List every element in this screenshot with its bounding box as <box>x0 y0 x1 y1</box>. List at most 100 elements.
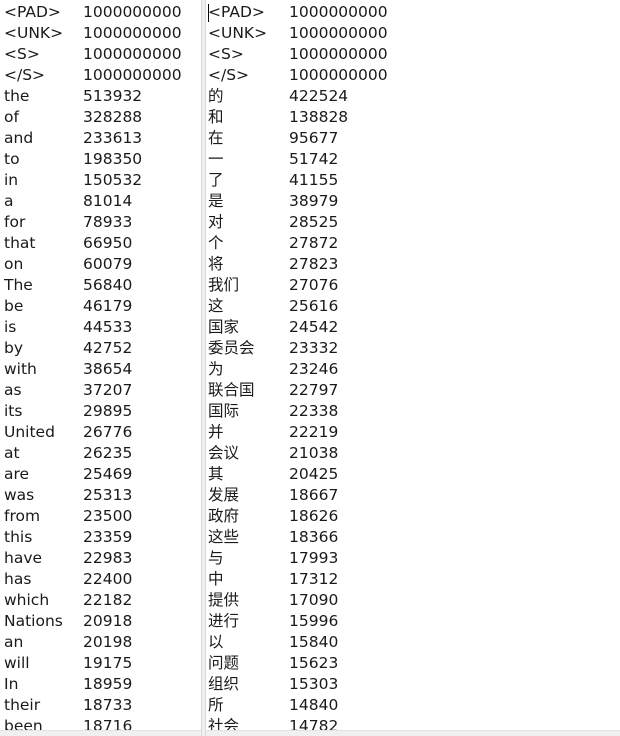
vocab-count: 25616 <box>289 297 339 315</box>
vocab-token: are <box>4 465 30 483</box>
right-editor-pane[interactable]: <PAD> 1000000000 <UNK> 1000000000 <S> 1000000… <box>206 0 620 730</box>
vocab-token: 我们 <box>208 276 240 294</box>
vocab-line: 社会 14782 <box>206 716 620 730</box>
vocab-count: 25469 <box>83 465 133 483</box>
vocab-count: 78933 <box>83 213 133 231</box>
vocab-token: 联合国 <box>208 381 255 399</box>
pane-splitter[interactable] <box>201 0 206 736</box>
vocab-token: as <box>4 381 22 399</box>
vocab-line: 发展 18667 <box>206 485 620 506</box>
vocab-line: from 23500 <box>0 506 201 527</box>
vocab-token: 将 <box>208 255 224 273</box>
right-horizontal-scrollbar[interactable] <box>206 730 620 736</box>
vocab-line: 这 25616 <box>206 296 620 317</box>
vocab-token: been <box>4 717 43 730</box>
vocab-token: 以 <box>208 633 224 651</box>
vocab-count: 46179 <box>83 297 133 315</box>
vocab-line: their 18733 <box>0 695 201 716</box>
vocab-token: 对 <box>208 213 224 231</box>
vocab-token: this <box>4 528 33 546</box>
vocab-line: <UNK> 1000000000 <box>0 23 201 44</box>
vocab-line: 以 15840 <box>206 632 620 653</box>
vocab-token: 一 <box>208 150 224 168</box>
vocab-line: <S> 1000000000 <box>206 44 620 65</box>
vocab-count: 18733 <box>83 696 133 714</box>
vocab-token: to <box>4 150 20 168</box>
vocab-line: 对 28525 <box>206 212 620 233</box>
vocab-token: 在 <box>208 129 224 147</box>
vocab-count: 15996 <box>289 612 339 630</box>
vocab-line: </S> 1000000000 <box>206 65 620 86</box>
vocab-token: 政府 <box>208 507 240 525</box>
vocab-line: 政府 18626 <box>206 506 620 527</box>
vocab-token: 了 <box>208 171 224 189</box>
vocab-line: 在 95677 <box>206 128 620 149</box>
vocab-count: 233613 <box>83 129 143 147</box>
vocab-line: this 23359 <box>0 527 201 548</box>
vocab-token: <PAD> <box>208 3 265 21</box>
vocab-count: 1000000000 <box>289 45 388 63</box>
vocab-count: 18716 <box>83 717 133 730</box>
vocab-line: 一 51742 <box>206 149 620 170</box>
vocab-token: from <box>4 507 41 525</box>
vocab-line: 会议 21038 <box>206 443 620 464</box>
vocab-line: <UNK> 1000000000 <box>206 23 620 44</box>
vocab-line: 和 138828 <box>206 107 620 128</box>
vocab-token: <S> <box>4 45 40 63</box>
vocab-line: Nations 20918 <box>0 611 201 632</box>
vocab-token: <PAD> <box>4 3 61 21</box>
vocab-token: 的 <box>208 87 224 105</box>
vocab-token: by <box>4 339 24 357</box>
vocab-line: have 22983 <box>0 548 201 569</box>
vocab-count: 81014 <box>83 192 133 210</box>
vocab-line: by 42752 <box>0 338 201 359</box>
vocab-line: 国家 24542 <box>206 317 620 338</box>
vocab-line: on 60079 <box>0 254 201 275</box>
vocab-token: 这些 <box>208 528 240 546</box>
vocab-token: United <box>4 423 55 441</box>
vocab-count: 422524 <box>289 87 349 105</box>
vocab-count: 26776 <box>83 423 133 441</box>
vocab-line: be 46179 <box>0 296 201 317</box>
vocab-count: 20425 <box>289 465 339 483</box>
vocab-token: <UNK> <box>208 24 268 42</box>
vocab-count: 17090 <box>289 591 339 609</box>
vocab-token: in <box>4 171 19 189</box>
vocab-count: 1000000000 <box>83 66 182 84</box>
vocab-count: 150532 <box>83 171 143 189</box>
vocab-token: the <box>4 87 30 105</box>
vocab-count: 23332 <box>289 339 339 357</box>
vocab-line: 提供 17090 <box>206 590 620 611</box>
vocab-count: 22182 <box>83 591 133 609</box>
vocab-token: 中 <box>208 570 224 588</box>
vocab-count: 66950 <box>83 234 133 252</box>
vocab-line: to 198350 <box>0 149 201 170</box>
vocab-token: and <box>4 129 34 147</box>
vocab-line: will 19175 <box>0 653 201 674</box>
vocab-token: 与 <box>208 549 224 567</box>
vocab-token: 发展 <box>208 486 240 504</box>
vocab-token: The <box>4 276 33 294</box>
vocab-count: 22219 <box>289 423 339 441</box>
left-editor-pane[interactable]: <PAD> 1000000000 <UNK> 1000000000 <S> 1000000… <box>0 0 201 730</box>
vocab-count: 17312 <box>289 570 339 588</box>
vocab-count: 29895 <box>83 402 133 420</box>
vocab-count: 22983 <box>83 549 133 567</box>
vocab-line: </S> 1000000000 <box>0 65 201 86</box>
vocab-token: <UNK> <box>4 24 64 42</box>
right-vocab-list: <PAD> 1000000000 <UNK> 1000000000 <S> 1000000… <box>206 0 620 730</box>
vocab-token: 进行 <box>208 612 240 630</box>
vocab-count: 19175 <box>83 654 133 672</box>
vocab-line: 了 41155 <box>206 170 620 191</box>
vocab-line: 联合国 22797 <box>206 380 620 401</box>
vocab-count: 15303 <box>289 675 339 693</box>
vocab-token: 所 <box>208 696 224 714</box>
vocab-count: 38979 <box>289 192 339 210</box>
vocab-count: 513932 <box>83 87 143 105</box>
left-horizontal-scrollbar[interactable] <box>0 730 201 736</box>
vocab-token: their <box>4 696 41 714</box>
vocab-count: 51742 <box>289 150 339 168</box>
vocab-line: for 78933 <box>0 212 201 233</box>
vocab-count: 20198 <box>83 633 133 651</box>
vocab-line: The 56840 <box>0 275 201 296</box>
